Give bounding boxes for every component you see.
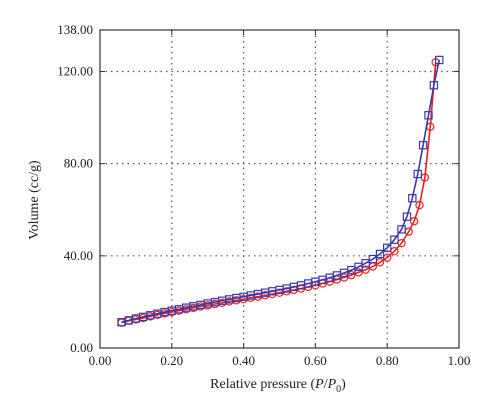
x-axis: 0.00 0.20 0.40 0.60 0.80 1.00 <box>89 30 471 368</box>
x-tick-label: 0.20 <box>160 353 183 368</box>
y-tick-label: 138.00 <box>57 22 93 37</box>
x-tick-label: 0.60 <box>304 353 327 368</box>
y-tick-label: 40.00 <box>64 248 93 263</box>
series-2-point <box>408 194 417 203</box>
series-2-point <box>397 225 406 234</box>
series-layer <box>117 55 444 327</box>
series-2-point <box>390 235 399 244</box>
y-tick-label: 120.00 <box>57 63 93 78</box>
x-tick-label: 1.00 <box>448 353 471 368</box>
series-1-point <box>415 200 424 210</box>
x-axis-title-p: P <box>314 377 324 392</box>
series-2-point <box>402 212 412 221</box>
gridlines <box>100 30 459 348</box>
y-axis-title: Volume (cc/g) <box>27 160 42 240</box>
series-2-point <box>375 249 385 259</box>
x-axis-title-slash: / <box>324 377 328 392</box>
x-tick-label: 0.00 <box>89 353 112 368</box>
series-2-point <box>368 254 378 264</box>
y-axis: 0.00 40.00 80.00 120.00 138.00 <box>57 22 459 355</box>
series-1-point <box>409 217 419 226</box>
series-2-group <box>117 55 444 327</box>
series-2-point <box>418 141 428 150</box>
x-axis-title-subscript: 0 <box>336 384 341 395</box>
x-axis-title-text: Relative pressure ( <box>210 377 315 392</box>
series-2-line <box>121 59 441 323</box>
y-tick-label: 80.00 <box>64 156 93 171</box>
series-2-point <box>413 169 422 179</box>
x-tick-label: 0.40 <box>232 353 255 368</box>
series-1-line <box>121 62 437 324</box>
x-axis-title: Relative pressure (P/P0) <box>210 377 346 395</box>
series-2-point <box>435 55 444 65</box>
series-2-point <box>383 243 392 252</box>
series-2-point <box>424 111 433 120</box>
y-tick-label: 0.00 <box>70 340 93 355</box>
plot-frame <box>99 29 460 349</box>
series-2-point <box>429 81 439 90</box>
x-axis-title-p0: P <box>327 377 337 392</box>
x-tick-label: 0.80 <box>376 353 399 368</box>
x-axis-title-close: ) <box>341 377 346 392</box>
